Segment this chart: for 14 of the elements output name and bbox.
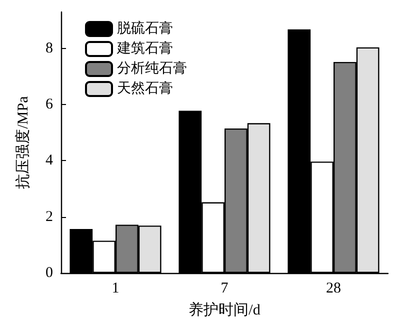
x-axis-title: 养护时间/d xyxy=(188,302,261,318)
x-tick-label: 1 xyxy=(112,280,120,296)
legend-label: 建筑石膏 xyxy=(116,40,173,56)
y-tick-label: 0 xyxy=(46,265,53,281)
y-tick-label: 2 xyxy=(46,208,53,225)
y-tick-label: 4 xyxy=(46,152,54,169)
legend-label: 分析纯石膏 xyxy=(117,60,187,76)
legend-label: 脱硫石膏 xyxy=(117,20,173,36)
y-axis-title: 抗压强度/MPa xyxy=(14,96,32,189)
x-tick-label: 28 xyxy=(326,280,341,296)
y-tick-label: 6 xyxy=(46,96,54,113)
x-tick-label: 7 xyxy=(220,280,229,296)
legend-label: 天然石膏 xyxy=(117,80,173,96)
y-tick-label: 8 xyxy=(46,40,53,56)
